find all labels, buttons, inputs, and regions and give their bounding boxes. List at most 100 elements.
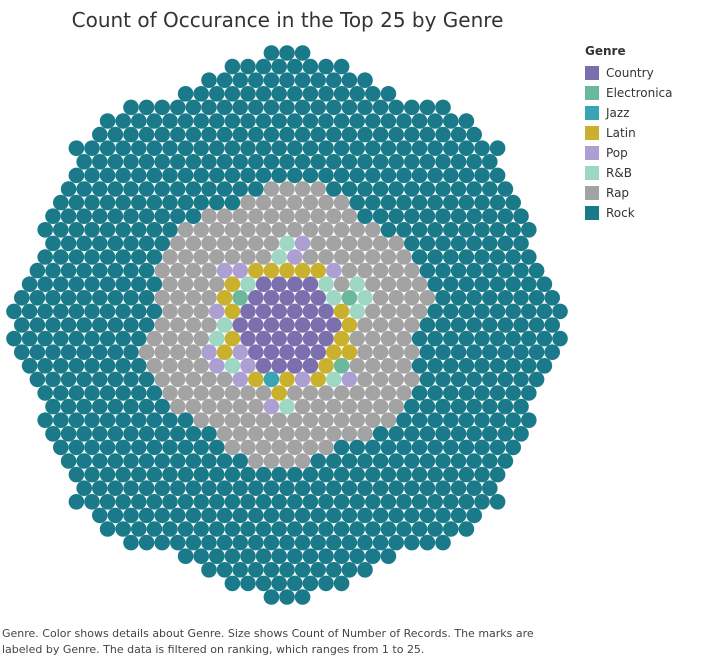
bubble-rock[interactable]: [427, 358, 444, 374]
bubble-rock[interactable]: [37, 303, 53, 320]
bubble-country[interactable]: [302, 303, 319, 320]
bubble-rock[interactable]: [201, 534, 217, 551]
bubble-rap[interactable]: [287, 222, 303, 238]
bubble-rock[interactable]: [435, 126, 451, 143]
legend-item-jazz[interactable]: Jazz: [585, 103, 715, 123]
bubble-rock[interactable]: [193, 86, 209, 102]
bubble-rock[interactable]: [388, 453, 405, 469]
bubble-rock[interactable]: [263, 154, 280, 170]
bubble-rock[interactable]: [209, 86, 225, 102]
bubble-rock[interactable]: [170, 426, 186, 442]
bubble-rock[interactable]: [404, 398, 420, 415]
bubble-country[interactable]: [318, 303, 334, 320]
bubble-rap[interactable]: [255, 412, 272, 429]
bubble-rock[interactable]: [107, 480, 124, 497]
bubble-rock[interactable]: [115, 113, 131, 129]
bubble-rock[interactable]: [21, 358, 38, 374]
bubble-rock[interactable]: [162, 140, 178, 156]
bubble-rap[interactable]: [388, 235, 405, 252]
bubble-rock[interactable]: [521, 276, 537, 293]
bubble-rap[interactable]: [162, 303, 178, 320]
bubble-rock[interactable]: [84, 276, 100, 293]
bubble-latin[interactable]: [263, 262, 280, 279]
bubble-country[interactable]: [271, 276, 288, 293]
bubble-rock[interactable]: [271, 494, 288, 510]
bubble-country[interactable]: [271, 330, 288, 347]
bubble-rap[interactable]: [240, 194, 256, 211]
bubble-rock[interactable]: [193, 194, 209, 211]
bubble-rock[interactable]: [115, 330, 131, 347]
bubble-rock[interactable]: [427, 249, 444, 265]
bubble-rock[interactable]: [302, 521, 319, 537]
bubble-rock[interactable]: [443, 113, 459, 129]
bubble-rock[interactable]: [333, 140, 350, 156]
bubble-rock[interactable]: [115, 521, 131, 537]
bubble-rock[interactable]: [131, 521, 147, 537]
bubble-rock[interactable]: [123, 453, 139, 469]
bubble-rap[interactable]: [248, 398, 264, 415]
bubble-rock[interactable]: [333, 439, 350, 456]
bubble-pop[interactable]: [263, 398, 280, 415]
bubble-rock[interactable]: [411, 113, 428, 129]
bubble-rock[interactable]: [482, 480, 498, 497]
bubble-country[interactable]: [255, 330, 272, 347]
bubble-rock[interactable]: [458, 412, 475, 429]
bubble-rock[interactable]: [357, 126, 373, 143]
bubble-country[interactable]: [255, 303, 272, 320]
bubble-rock[interactable]: [162, 222, 178, 238]
bubble-rock[interactable]: [107, 290, 124, 306]
bubble-rock[interactable]: [380, 140, 397, 156]
bubble-rock[interactable]: [497, 235, 514, 252]
bubble-rock[interactable]: [372, 534, 389, 551]
bubble-rock[interactable]: [310, 534, 327, 551]
bubble-rock[interactable]: [489, 222, 506, 238]
bubble-rap[interactable]: [310, 426, 327, 442]
bubble-latin[interactable]: [310, 371, 327, 388]
bubble-rock[interactable]: [177, 521, 194, 537]
bubble-rock[interactable]: [99, 358, 116, 374]
bubble-rock[interactable]: [521, 385, 537, 401]
bubble-rock[interactable]: [419, 534, 436, 551]
bubble-rock[interactable]: [146, 140, 163, 156]
bubble-rap[interactable]: [185, 235, 202, 252]
bubble-rock[interactable]: [411, 140, 428, 156]
bubble-rock[interactable]: [185, 154, 202, 170]
bubble-rap[interactable]: [162, 330, 178, 347]
bubble-rock[interactable]: [326, 99, 342, 116]
bubble-rock[interactable]: [232, 181, 248, 197]
bubble-rap[interactable]: [271, 194, 288, 211]
bubble-rock[interactable]: [536, 303, 553, 320]
bubble-rock[interactable]: [84, 439, 100, 456]
bubble-rock[interactable]: [521, 358, 537, 374]
bubble-rap[interactable]: [302, 412, 319, 429]
bubble-rap[interactable]: [201, 371, 217, 388]
bubble-rap[interactable]: [216, 426, 233, 442]
bubble-rock[interactable]: [482, 154, 498, 170]
bubble-rock[interactable]: [497, 262, 514, 279]
bubble-rap[interactable]: [154, 262, 170, 279]
bubble-rock[interactable]: [450, 480, 467, 497]
bubble-rock[interactable]: [138, 126, 155, 143]
bubble-rock[interactable]: [497, 453, 514, 469]
bubble-electronica[interactable]: [341, 290, 358, 306]
bubble-rock[interactable]: [60, 453, 77, 469]
bubble-rock[interactable]: [310, 507, 327, 524]
bubble-rock[interactable]: [443, 330, 459, 347]
bubble-rock[interactable]: [146, 494, 163, 510]
bubble-country[interactable]: [287, 330, 303, 347]
bubble-rap[interactable]: [302, 249, 319, 265]
bubble-rock[interactable]: [497, 426, 514, 442]
bubble-rock[interactable]: [115, 222, 131, 238]
bubble-rock[interactable]: [458, 521, 475, 537]
bubble-rock[interactable]: [482, 181, 498, 197]
bubble-rap[interactable]: [162, 385, 178, 401]
bubble-rap[interactable]: [326, 235, 342, 252]
bubble-rock[interactable]: [232, 453, 248, 469]
bubble-rap[interactable]: [201, 208, 217, 224]
bubble-rap[interactable]: [271, 439, 288, 456]
bubble-rock[interactable]: [287, 113, 303, 129]
bubble-rock[interactable]: [419, 371, 436, 388]
bubble-rock[interactable]: [357, 453, 373, 469]
bubble-rock[interactable]: [458, 330, 475, 347]
bubble-rap[interactable]: [349, 358, 366, 374]
